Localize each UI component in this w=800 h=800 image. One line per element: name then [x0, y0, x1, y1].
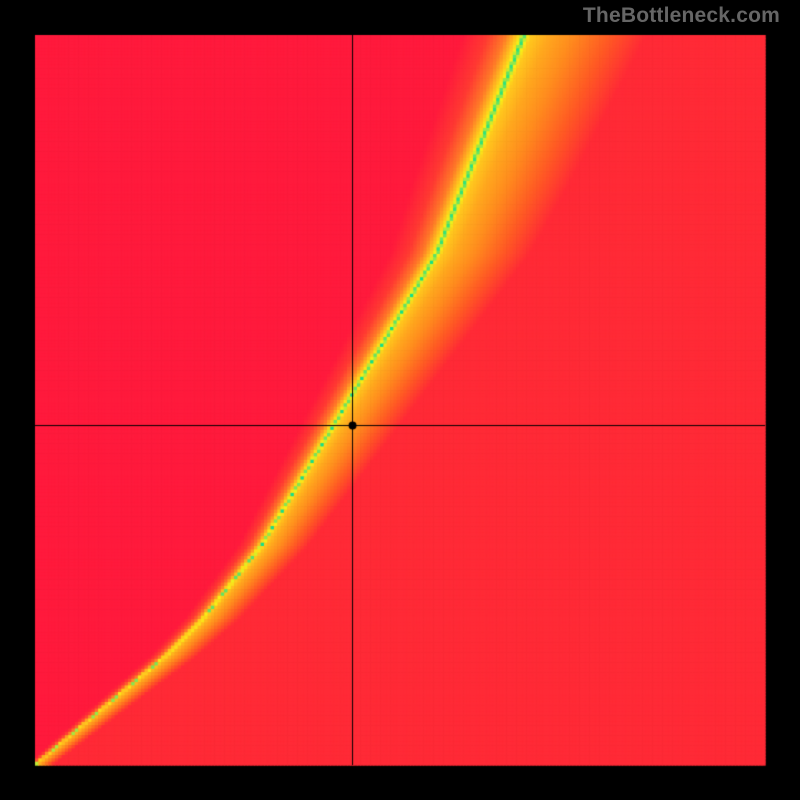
heatmap-canvas [0, 0, 800, 800]
watermark-text: TheBottleneck.com [583, 4, 780, 28]
chart-container: TheBottleneck.com [0, 0, 800, 800]
